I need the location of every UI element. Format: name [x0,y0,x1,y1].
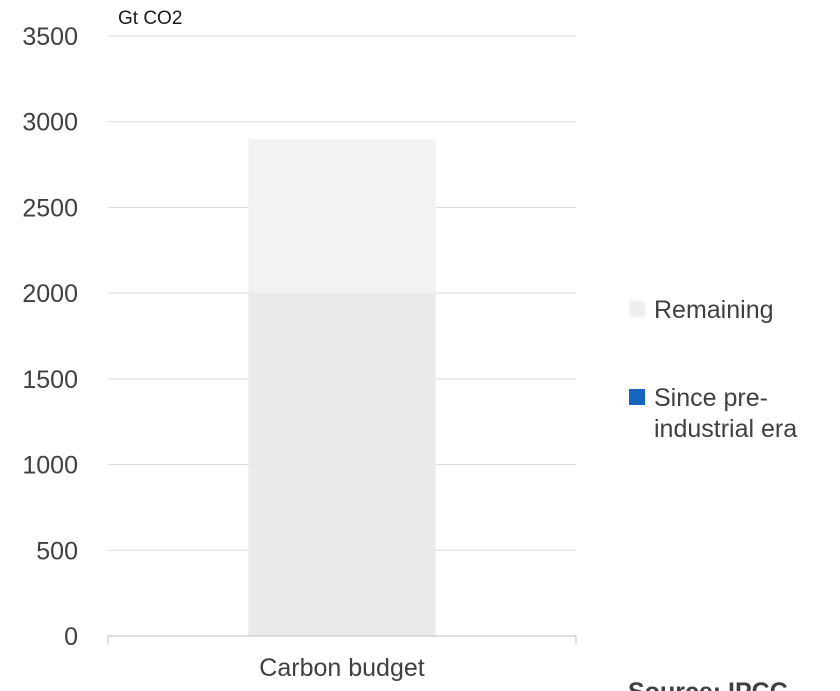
y-tick-label: 2500 [22,194,78,222]
y-unit-label: Gt CO2 [118,8,182,29]
legend-label: Remaining [654,296,774,324]
x-category-label: Carbon budget [259,654,424,682]
bars [248,139,435,636]
legend-swatch [629,301,645,317]
legend: Remaining Since pre-industrial era [629,296,797,443]
y-tick-label: 3500 [22,23,78,51]
y-tick-label: 2000 [22,280,78,308]
bar-segment-since-pre-industrial-era [248,293,435,636]
legend-label: Since pre-industrial era [654,384,797,443]
y-axis-tick-labels: 0 500 1000 1500 2000 2500 3000 3500 [22,23,78,651]
source-note: Source: IPCC [628,678,788,691]
y-tick-label: 0 [64,623,78,651]
legend-swatch [629,389,645,405]
legend-label-line: industrial era [654,415,797,443]
y-tick-label: 1500 [22,366,78,394]
y-tick-label: 3000 [22,109,78,137]
y-tick-label: 500 [36,537,78,565]
x-axis-category-labels: Carbon budget [259,654,424,682]
legend-label-line: Since pre- [654,384,768,412]
bar-segment-remaining [248,139,435,293]
y-tick-label: 1000 [22,452,78,480]
legend-label-line: Remaining [654,296,774,324]
